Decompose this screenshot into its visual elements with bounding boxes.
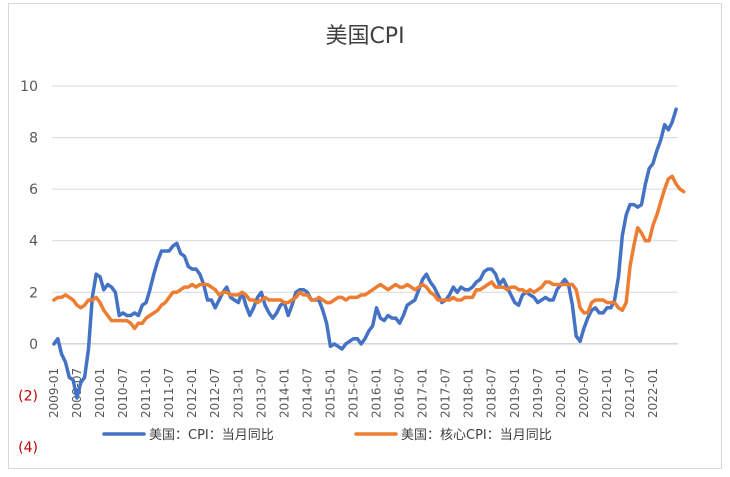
x-tick-label: 2017-01 <box>416 368 430 418</box>
y-tick-label: (2) <box>18 388 38 404</box>
x-tick-label: 2021-07 <box>623 368 637 418</box>
x-tick-label: 2010-07 <box>116 368 130 418</box>
y-tick-label: 10 <box>20 79 38 95</box>
x-tick-label: 2015-07 <box>346 368 360 418</box>
x-tick-label: 2013-01 <box>231 368 245 418</box>
x-tick-label: 2015-01 <box>323 368 337 418</box>
y-tick-label: 0 <box>29 337 38 353</box>
x-tick-label: 2018-01 <box>462 368 476 418</box>
x-tick-label: 2009-01 <box>47 368 61 418</box>
x-tick-label: 2011-01 <box>139 368 153 418</box>
y-tick-label: 4 <box>29 234 38 250</box>
chart-frame <box>8 3 722 469</box>
x-tick-label: 2013-07 <box>254 368 268 418</box>
chart-title: 美国CPI <box>325 24 405 49</box>
legend-label-1: 美国：CPI：当月同比 <box>149 428 274 443</box>
x-tick-label: 2012-07 <box>208 368 222 418</box>
x-tick-label: 2016-01 <box>370 368 384 418</box>
x-tick-label: 2020-01 <box>554 368 568 418</box>
x-tick-label: 2021-01 <box>600 368 614 418</box>
x-tick-label: 2018-07 <box>485 368 499 418</box>
x-tick-label: 2012-01 <box>185 368 199 418</box>
x-tick-label: 2014-01 <box>277 368 291 418</box>
x-tick-label: 2016-07 <box>393 368 407 418</box>
x-tick-label: 2011-07 <box>162 368 176 418</box>
y-tick-label: 8 <box>29 131 38 147</box>
x-tick-label: 2019-01 <box>508 368 522 418</box>
y-tick-label: (4) <box>18 440 38 456</box>
x-tick-label: 2017-07 <box>439 368 453 418</box>
x-tick-label: 2022-01 <box>646 368 660 418</box>
x-tick-label: 2019-07 <box>531 368 545 418</box>
x-tick-label: 2020-07 <box>577 368 591 418</box>
series-line-2 <box>52 174 686 331</box>
legend-label-2: 美国：核心CPI：当月同比 <box>401 428 552 443</box>
series-line-1 <box>52 107 678 400</box>
y-tick-label: 2 <box>29 285 38 301</box>
x-tick-label: 2010-01 <box>93 368 107 418</box>
x-tick-label: 2014-07 <box>300 368 314 418</box>
y-tick-label: 6 <box>29 182 38 198</box>
